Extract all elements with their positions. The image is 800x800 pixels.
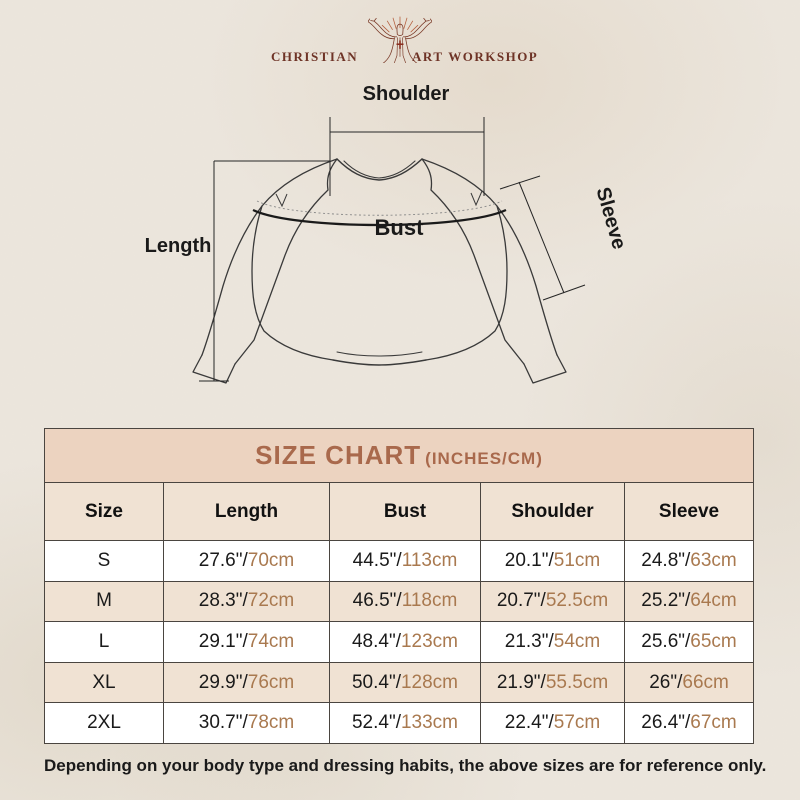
- svg-text:Length: Length: [145, 235, 212, 257]
- svg-text:Bust: Bust: [375, 215, 425, 240]
- svg-text:Sleeve: Sleeve: [591, 185, 630, 252]
- svg-text:Shoulder: Shoulder: [363, 83, 450, 105]
